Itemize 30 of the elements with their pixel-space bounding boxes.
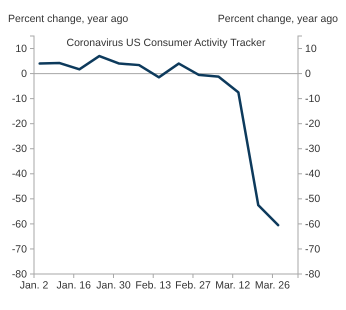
y-tick-label: -60 xyxy=(12,218,28,230)
y2-tick-label: -40 xyxy=(305,168,320,180)
y2-tick-label: -30 xyxy=(305,143,320,156)
x-tick-label: Mar. 26 xyxy=(254,279,290,292)
y-tick-label: -20 xyxy=(12,118,28,130)
y2-tick-label: 10 xyxy=(305,42,317,55)
y-tick-label: -80 xyxy=(12,268,28,280)
y2-tick-label: -80 xyxy=(305,268,320,280)
y-axis-title: Percent change, year ago xyxy=(8,13,128,25)
y-tick-label: -50 xyxy=(12,193,28,206)
x-tick-label: Jan. 2 xyxy=(20,279,48,292)
y-tick-label: -10 xyxy=(12,92,28,105)
y2-tick-label: 0 xyxy=(305,68,311,80)
x-tick-label: Jan. 30 xyxy=(96,279,131,292)
y-tick-label: -30 xyxy=(12,143,28,156)
y2-axis-title: Percent change, year ago xyxy=(218,13,338,25)
y2-tick-label: -10 xyxy=(305,92,320,105)
y-tick-label: -70 xyxy=(12,243,28,256)
y2-tick-label: -70 xyxy=(305,243,320,256)
y-tick-label: 10 xyxy=(15,42,28,55)
chart-title: Coronavirus US Consumer Activity Tracker xyxy=(66,37,266,49)
x-tick-label: Feb. 13 xyxy=(135,279,172,292)
y2-tick-label: -20 xyxy=(305,118,320,130)
y2-tick-label: -60 xyxy=(305,218,320,230)
y-tick-label: -40 xyxy=(12,168,28,180)
x-tick-label: Feb. 27 xyxy=(175,279,211,292)
y2-tick-label: -50 xyxy=(305,193,320,206)
x-tick-label: Jan. 16 xyxy=(56,279,92,292)
x-tick-label: Mar. 12 xyxy=(215,279,250,292)
y-tick-label: 0 xyxy=(21,68,28,80)
